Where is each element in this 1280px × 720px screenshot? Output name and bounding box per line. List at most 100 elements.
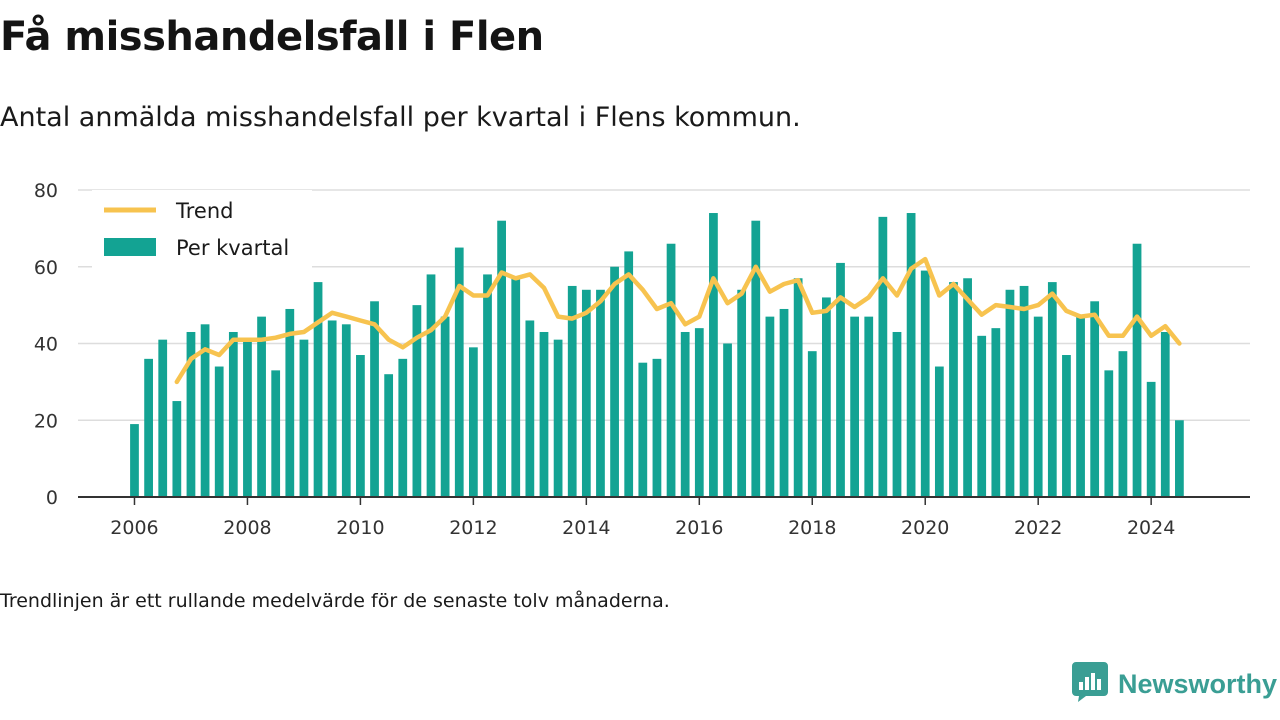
bar — [596, 289, 605, 497]
bar — [426, 274, 436, 497]
bar — [1033, 316, 1043, 497]
bar — [737, 289, 747, 497]
bar — [440, 316, 450, 497]
bar — [525, 320, 535, 497]
x-tick-label: 2020 — [901, 517, 949, 539]
x-tick-label: 2024 — [1127, 517, 1175, 539]
bar — [299, 339, 309, 497]
bar — [271, 370, 281, 497]
bar — [243, 339, 252, 497]
chart-subtitle: Antal anmälda misshandelsfall per kvarta… — [0, 102, 801, 133]
bar — [991, 328, 1001, 497]
bar — [285, 308, 295, 497]
bar — [1175, 420, 1184, 497]
legend-label-per-kvartal: Per kvartal — [176, 236, 289, 260]
bar — [1118, 351, 1128, 497]
bar — [751, 220, 761, 497]
bar — [1005, 289, 1015, 497]
bar — [313, 282, 323, 497]
bar — [765, 316, 775, 497]
bar — [920, 270, 930, 497]
bar — [158, 339, 168, 497]
bar — [666, 243, 676, 497]
bar — [567, 285, 577, 497]
x-tick-label: 2006 — [110, 517, 158, 539]
bar — [822, 297, 831, 497]
x-tick-label: 2010 — [336, 517, 384, 539]
bar — [836, 262, 845, 497]
y-tick-label: 80 — [34, 180, 58, 202]
bar — [511, 278, 521, 497]
x-tick-label: 2014 — [562, 517, 610, 539]
axes: 0 20 40 60 80 2006 2008 2010 2012 2014 2016 2018 202… — [34, 180, 1250, 539]
trend-line — [174, 256, 1182, 385]
bar — [412, 305, 422, 497]
bar — [934, 366, 944, 497]
legend-background — [92, 190, 312, 272]
bar — [1104, 370, 1114, 497]
bar — [779, 308, 789, 497]
bar — [624, 251, 634, 497]
bar — [652, 358, 662, 497]
bar — [1019, 285, 1029, 497]
bar — [497, 220, 506, 497]
y-tick-label: 40 — [34, 334, 58, 356]
legend-swatch-per-kvartal — [104, 238, 156, 256]
x-tick-label: 2012 — [449, 517, 497, 539]
brand-name: Newsworthy — [1118, 668, 1278, 699]
bar — [144, 358, 153, 497]
bar — [200, 324, 210, 497]
bar — [864, 316, 874, 497]
bar — [638, 362, 648, 497]
bar — [1132, 243, 1142, 497]
bar — [878, 216, 888, 498]
bar — [793, 278, 803, 497]
bar — [228, 331, 238, 497]
bar — [1047, 282, 1057, 497]
bar — [398, 358, 408, 497]
y-tick-label: 20 — [34, 410, 58, 432]
bar — [723, 343, 732, 497]
bar — [694, 328, 704, 497]
bar — [1160, 331, 1170, 497]
y-tick-label: 0 — [46, 487, 58, 509]
x-tick-label: 2018 — [788, 517, 836, 539]
bar — [610, 266, 619, 497]
bar — [1146, 381, 1156, 497]
bar — [850, 316, 860, 497]
bar — [977, 335, 987, 497]
chart: 0 20 40 60 80 2006 2008 2010 2012 2014 2016 2018 202… — [34, 180, 1250, 539]
bar — [356, 355, 365, 497]
brand[interactable]: Newsworthy — [1072, 662, 1278, 706]
bar — [1076, 316, 1085, 497]
legend: Trend Per kvartal — [92, 190, 312, 272]
chart-title: Få misshandelsfall i Flen — [0, 14, 544, 60]
bar — [1062, 355, 1071, 497]
bar — [680, 331, 690, 497]
bar — [327, 320, 337, 497]
bar — [483, 274, 492, 497]
bar — [468, 347, 478, 497]
bar — [892, 331, 902, 497]
bar — [214, 366, 224, 497]
bar — [539, 331, 549, 497]
bar — [384, 374, 394, 497]
bar — [963, 278, 972, 497]
legend-label-trend: Trend — [175, 199, 233, 223]
bar — [709, 213, 718, 497]
x-tick-label: 2008 — [223, 517, 271, 539]
bar — [454, 247, 464, 497]
bar — [130, 424, 139, 497]
bar — [172, 401, 182, 497]
bar — [906, 213, 916, 497]
bar — [807, 351, 817, 497]
y-tick-label: 60 — [34, 257, 58, 279]
bar — [553, 339, 563, 497]
bar — [581, 289, 591, 497]
footnote: Trendlinjen är ett rullande medelvärde f… — [0, 590, 670, 612]
bar — [1090, 301, 1100, 497]
x-tick-label: 2016 — [675, 517, 723, 539]
bars — [130, 213, 1184, 498]
newsworthy-logo-icon — [1072, 662, 1108, 706]
bar — [257, 316, 266, 497]
